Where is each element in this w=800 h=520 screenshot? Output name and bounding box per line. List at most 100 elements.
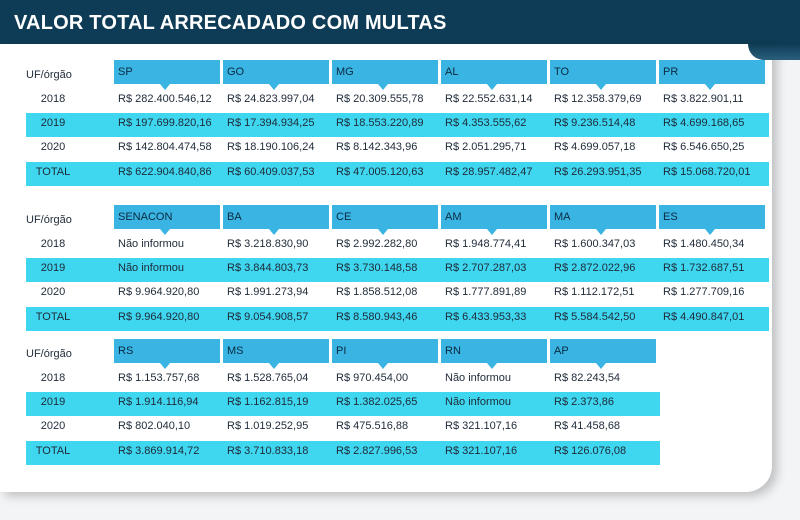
column-header: RN bbox=[441, 339, 547, 369]
column-header: AL bbox=[441, 60, 547, 90]
row-highlight-band bbox=[26, 113, 769, 137]
table-cell: R$ 2.707.287,03 bbox=[445, 262, 527, 274]
table-cell: R$ 1.777.891,89 bbox=[445, 286, 527, 298]
row-label: 2018 bbox=[40, 93, 66, 105]
column-header: AM bbox=[441, 205, 547, 235]
table-cell: R$ 6.546.650,25 bbox=[663, 141, 745, 153]
row-highlight-band bbox=[26, 392, 660, 416]
table-cell: R$ 1.153.757,68 bbox=[118, 372, 200, 384]
table-cell: R$ 1.019.252,95 bbox=[227, 420, 309, 432]
table-cell: R$ 4.699.057,18 bbox=[554, 141, 636, 153]
table-cell: R$ 802.040,10 bbox=[118, 420, 191, 432]
table-cell: R$ 9.964.920,80 bbox=[118, 311, 200, 323]
table-cell: R$ 1.914.116,94 bbox=[118, 396, 199, 408]
table-cell: R$ 12.358.379,69 bbox=[554, 93, 642, 105]
table-cell: R$ 22.552.631,14 bbox=[445, 93, 533, 105]
page-title: VALOR TOTAL ARRECADADO COM MULTAS bbox=[14, 12, 447, 34]
table-cell: R$ 4.699.168,65 bbox=[663, 117, 745, 129]
table-3: UF/órgão RS MS PI RN AP 2018 R$ 1.153.757,68 R$ … bbox=[0, 339, 800, 476]
table-cell: Não informou bbox=[445, 396, 512, 408]
row-highlight-band bbox=[26, 307, 769, 331]
row-header-label: UF/órgão bbox=[26, 348, 72, 360]
table-cell: R$ 4.353.555,62 bbox=[445, 117, 527, 129]
table-cell: R$ 3.730.148,58 bbox=[336, 262, 418, 274]
table-cell: R$ 475.516,88 bbox=[336, 420, 409, 432]
table-cell: R$ 60.409.037,53 bbox=[227, 166, 315, 178]
row-label: TOTAL bbox=[35, 445, 71, 457]
table-cell: R$ 2.827.996,53 bbox=[336, 445, 418, 457]
table-cell: R$ 1.600.347,03 bbox=[554, 238, 636, 250]
table-cell: R$ 1.112.172,51 bbox=[554, 286, 635, 298]
column-header: MG bbox=[332, 60, 438, 90]
table-cell: R$ 47.005.120,63 bbox=[336, 166, 424, 178]
table-cell: R$ 8.142.343,96 bbox=[336, 141, 418, 153]
column-header: BA bbox=[223, 205, 329, 235]
row-header-label: UF/órgão bbox=[26, 214, 72, 226]
table-cell: Não informou bbox=[118, 262, 185, 274]
table-cell: R$ 321.107,16 bbox=[445, 420, 518, 432]
table-cell: R$ 197.699.820,16 bbox=[118, 117, 212, 129]
column-header: SENACON bbox=[114, 205, 220, 235]
column-header: MS bbox=[223, 339, 329, 369]
table-cell: R$ 26.293.951,35 bbox=[554, 166, 642, 178]
row-label: TOTAL bbox=[35, 166, 71, 178]
row-label: 2018 bbox=[40, 372, 66, 384]
row-label: 2019 bbox=[40, 117, 66, 129]
table-cell: R$ 28.957.482,47 bbox=[445, 166, 533, 178]
table-cell: R$ 1.162.815,19 bbox=[227, 396, 309, 408]
table-cell: R$ 126.076,08 bbox=[554, 445, 627, 457]
row-label: 2020 bbox=[40, 420, 66, 432]
column-header: RS bbox=[114, 339, 220, 369]
table-cell: R$ 18.190.106,24 bbox=[227, 141, 315, 153]
table-cell: R$ 1.480.450,34 bbox=[663, 238, 745, 250]
table-cell: R$ 321.107,16 bbox=[445, 445, 518, 457]
table-cell: R$ 18.553.220,89 bbox=[336, 117, 424, 129]
table-cell: R$ 2.872.022,96 bbox=[554, 262, 636, 274]
table-cell: R$ 1.858.512,08 bbox=[336, 286, 418, 298]
table-cell: Não informou bbox=[445, 372, 512, 384]
table-cell: R$ 282.400.546,12 bbox=[118, 93, 212, 105]
table-cell: R$ 9.054.908,57 bbox=[227, 311, 309, 323]
table-cell: R$ 9.964.920,80 bbox=[118, 286, 200, 298]
table-cell: R$ 3.710.833,18 bbox=[227, 445, 309, 457]
row-highlight-band bbox=[26, 441, 660, 465]
table-cell: R$ 4.490.847,01 bbox=[663, 311, 745, 323]
table-cell: R$ 1.382.025,65 bbox=[336, 396, 418, 408]
column-header: GO bbox=[223, 60, 329, 90]
table-cell: R$ 6.433.953,33 bbox=[445, 311, 527, 323]
table-cell: R$ 1.732.687,51 bbox=[663, 262, 745, 274]
table-cell: R$ 1.277.709,16 bbox=[663, 286, 745, 298]
table-cell: R$ 5.584.542,50 bbox=[554, 311, 636, 323]
table-cell: R$ 622.904.840,86 bbox=[118, 166, 212, 178]
column-header: AP bbox=[550, 339, 656, 369]
table-cell: R$ 142.804.474,58 bbox=[118, 141, 212, 153]
table-cell: R$ 17.394.934,25 bbox=[227, 117, 315, 129]
table-cell: R$ 82.243,54 bbox=[554, 372, 621, 384]
table-cell: R$ 1.528.765,04 bbox=[227, 372, 309, 384]
row-highlight-band bbox=[26, 162, 769, 186]
table-cell: R$ 24.823.997,04 bbox=[227, 93, 315, 105]
column-header: CE bbox=[332, 205, 438, 235]
table-cell: R$ 8.580.943,46 bbox=[336, 311, 418, 323]
table-cell: R$ 3.218.830,90 bbox=[227, 238, 309, 250]
table-cell: R$ 3.844.803,73 bbox=[227, 262, 309, 274]
table-cell: R$ 1.948.774,41 bbox=[445, 238, 527, 250]
card-corner-fold bbox=[748, 44, 800, 60]
table-1: UF/órgão SP GO MG AL TO PR 2018 R$ 282.400.546,1… bbox=[0, 60, 800, 197]
column-header: PR bbox=[659, 60, 765, 90]
table-2: UF/órgão SENACON BA CE AM MA ES 2018 Não informo… bbox=[0, 205, 800, 342]
table-cell: R$ 1.991.273,94 bbox=[227, 286, 309, 298]
row-label: 2019 bbox=[40, 396, 66, 408]
column-header: SP bbox=[114, 60, 220, 90]
row-label: 2019 bbox=[40, 262, 66, 274]
row-highlight-band bbox=[26, 258, 769, 282]
row-label: TOTAL bbox=[35, 311, 71, 323]
row-label: 2020 bbox=[40, 286, 66, 298]
table-cell: Não informou bbox=[118, 238, 185, 250]
column-header: ES bbox=[659, 205, 765, 235]
table-cell: R$ 2.992.282,80 bbox=[336, 238, 418, 250]
table-cell: R$ 9.236.514,48 bbox=[554, 117, 636, 129]
table-cell: R$ 41.458,68 bbox=[554, 420, 621, 432]
table-cell: R$ 2.373,86 bbox=[554, 396, 614, 408]
column-header: MA bbox=[550, 205, 656, 235]
